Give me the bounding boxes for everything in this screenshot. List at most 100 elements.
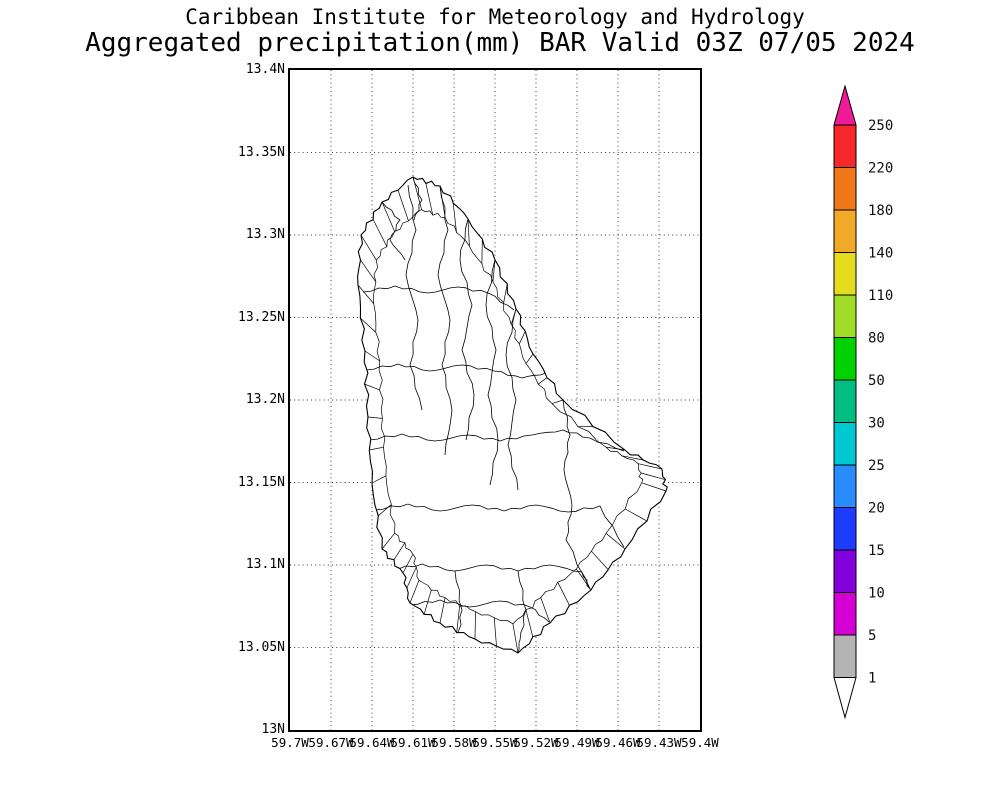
- colorbar-level-label: 80: [868, 331, 885, 347]
- watershed-boundary: [562, 399, 591, 590]
- colorbar-level-label: 20: [868, 501, 885, 517]
- watershed-segment: [456, 606, 460, 633]
- watershed-boundary: [365, 363, 547, 379]
- lon-tick-label: 59.7W: [271, 735, 309, 750]
- colorbar-level-label: 5: [868, 628, 876, 644]
- colorbar-segment: [833, 422, 857, 466]
- lat-tick-label: 13.05N: [238, 639, 285, 655]
- watershed-segment: [393, 542, 406, 560]
- watershed-segment: [492, 259, 496, 282]
- watershed-segment: [357, 284, 374, 304]
- colorbar-segment: [833, 252, 857, 296]
- colorbar-arrow-top: [833, 84, 857, 126]
- watershed-boundary: [459, 218, 475, 441]
- watershed-boundary: [368, 429, 625, 452]
- watershed-segment: [397, 189, 409, 222]
- colorbar-level-label: 15: [868, 543, 885, 559]
- colorbar-segment: [833, 507, 857, 551]
- watershed-segment: [364, 383, 380, 391]
- page-subtitle: Aggregated precipitation(mm) BAR Valid 0…: [85, 28, 915, 58]
- watershed-segment: [525, 609, 534, 637]
- watershed-segment: [452, 203, 457, 233]
- colorbar-segment: [833, 549, 857, 593]
- watershed-segment: [474, 611, 476, 640]
- lon-tick-label: 59.46W: [595, 735, 641, 750]
- colorbar-segment: [833, 464, 857, 508]
- colorbar-level-label: 30: [868, 416, 885, 432]
- colorbar-segment: [833, 294, 857, 338]
- watershed-segment: [518, 331, 526, 344]
- lon-tick-label: 59.67W: [308, 735, 354, 750]
- colorbar-segment: [833, 634, 857, 678]
- watershed-segment: [372, 219, 388, 247]
- lon-tick-label: 59.4W: [681, 735, 719, 750]
- watershed-segment: [512, 623, 519, 653]
- lon-tick-label: 59.58W: [431, 735, 477, 750]
- lon-tick-label: 59.52W: [513, 735, 559, 750]
- lat-tick-label: 13N: [261, 722, 285, 737]
- lon-tick-label: 59.49W: [554, 735, 600, 750]
- lat-tick-label: 13.2N: [245, 392, 285, 407]
- watershed-segment: [360, 259, 377, 283]
- lat-tick-label: 13.35N: [238, 144, 285, 160]
- colorbar-level-label: 50: [868, 373, 885, 389]
- lon-tick-label: 59.55W: [472, 735, 518, 750]
- colorbar-level-label: 140: [868, 246, 893, 262]
- lat-tick-label: 13.3N: [245, 227, 285, 242]
- watershed-segment: [537, 377, 548, 385]
- watershed-segment: [367, 416, 383, 419]
- colorbar-level-label: 25: [868, 458, 885, 474]
- watershed-boundary: [412, 177, 423, 221]
- watershed-segment: [360, 234, 377, 261]
- watershed-segment: [409, 580, 420, 604]
- watershed-segment: [641, 482, 667, 492]
- watershed-segment: [381, 533, 395, 550]
- watershed-segment: [503, 283, 508, 303]
- coastline: [357, 176, 668, 654]
- colorbar-segment: [833, 337, 857, 381]
- watershed-boundary: [437, 185, 453, 456]
- watershed-boundary: [454, 570, 463, 640]
- watershed-segment: [402, 553, 414, 574]
- lon-tick-label: 59.43W: [636, 735, 682, 750]
- watershed-segment: [467, 218, 470, 247]
- colorbar-level-label: 220: [868, 161, 893, 177]
- lon-tick-label: 59.64W: [349, 735, 395, 750]
- watershed-segment: [540, 597, 551, 624]
- watershed-boundary: [381, 201, 406, 261]
- watershed-boundaries: [357, 177, 667, 653]
- page-title: Caribbean Institute for Meteorology and …: [185, 5, 805, 29]
- watershed-boundary: [374, 503, 625, 548]
- colorbar-segment: [833, 124, 857, 168]
- lon-tick-label: 59.61W: [390, 735, 436, 750]
- watershed-segment: [493, 617, 497, 647]
- colorbar-segment: [833, 379, 857, 423]
- watershed-segment: [625, 508, 648, 522]
- watershed-boundary: [485, 259, 499, 486]
- colorbar-level-label: 110: [868, 288, 893, 304]
- colorbar-segment: [833, 592, 857, 636]
- watershed-segment: [591, 550, 609, 570]
- watershed-boundary: [517, 570, 527, 653]
- watershed-boundary: [505, 308, 519, 491]
- lat-tick-label: 13.15N: [238, 474, 285, 490]
- watershed-boundary: [389, 563, 591, 590]
- watershed-segment: [641, 472, 666, 481]
- colorbar: 1 5 10 15 20 25 30 50 80 110 140 180 220 250: [830, 84, 960, 730]
- colorbar-arrow-bottom: [833, 677, 857, 720]
- watershed-segment: [381, 201, 395, 232]
- watershed-segment: [378, 504, 392, 517]
- watershed-segment: [369, 446, 384, 451]
- colorbar-level-label: 250: [868, 118, 893, 134]
- watershed-segment: [360, 317, 377, 333]
- watershed-segment: [551, 399, 564, 404]
- watershed-boundary: [362, 285, 515, 311]
- watershed-segment: [371, 475, 387, 484]
- colorbar-level-label: 1: [868, 671, 876, 687]
- lat-tick-label: 13.4N: [245, 62, 285, 77]
- watershed-segment: [406, 566, 417, 589]
- watershed-segment: [605, 533, 626, 550]
- colorbar-segment: [833, 209, 857, 253]
